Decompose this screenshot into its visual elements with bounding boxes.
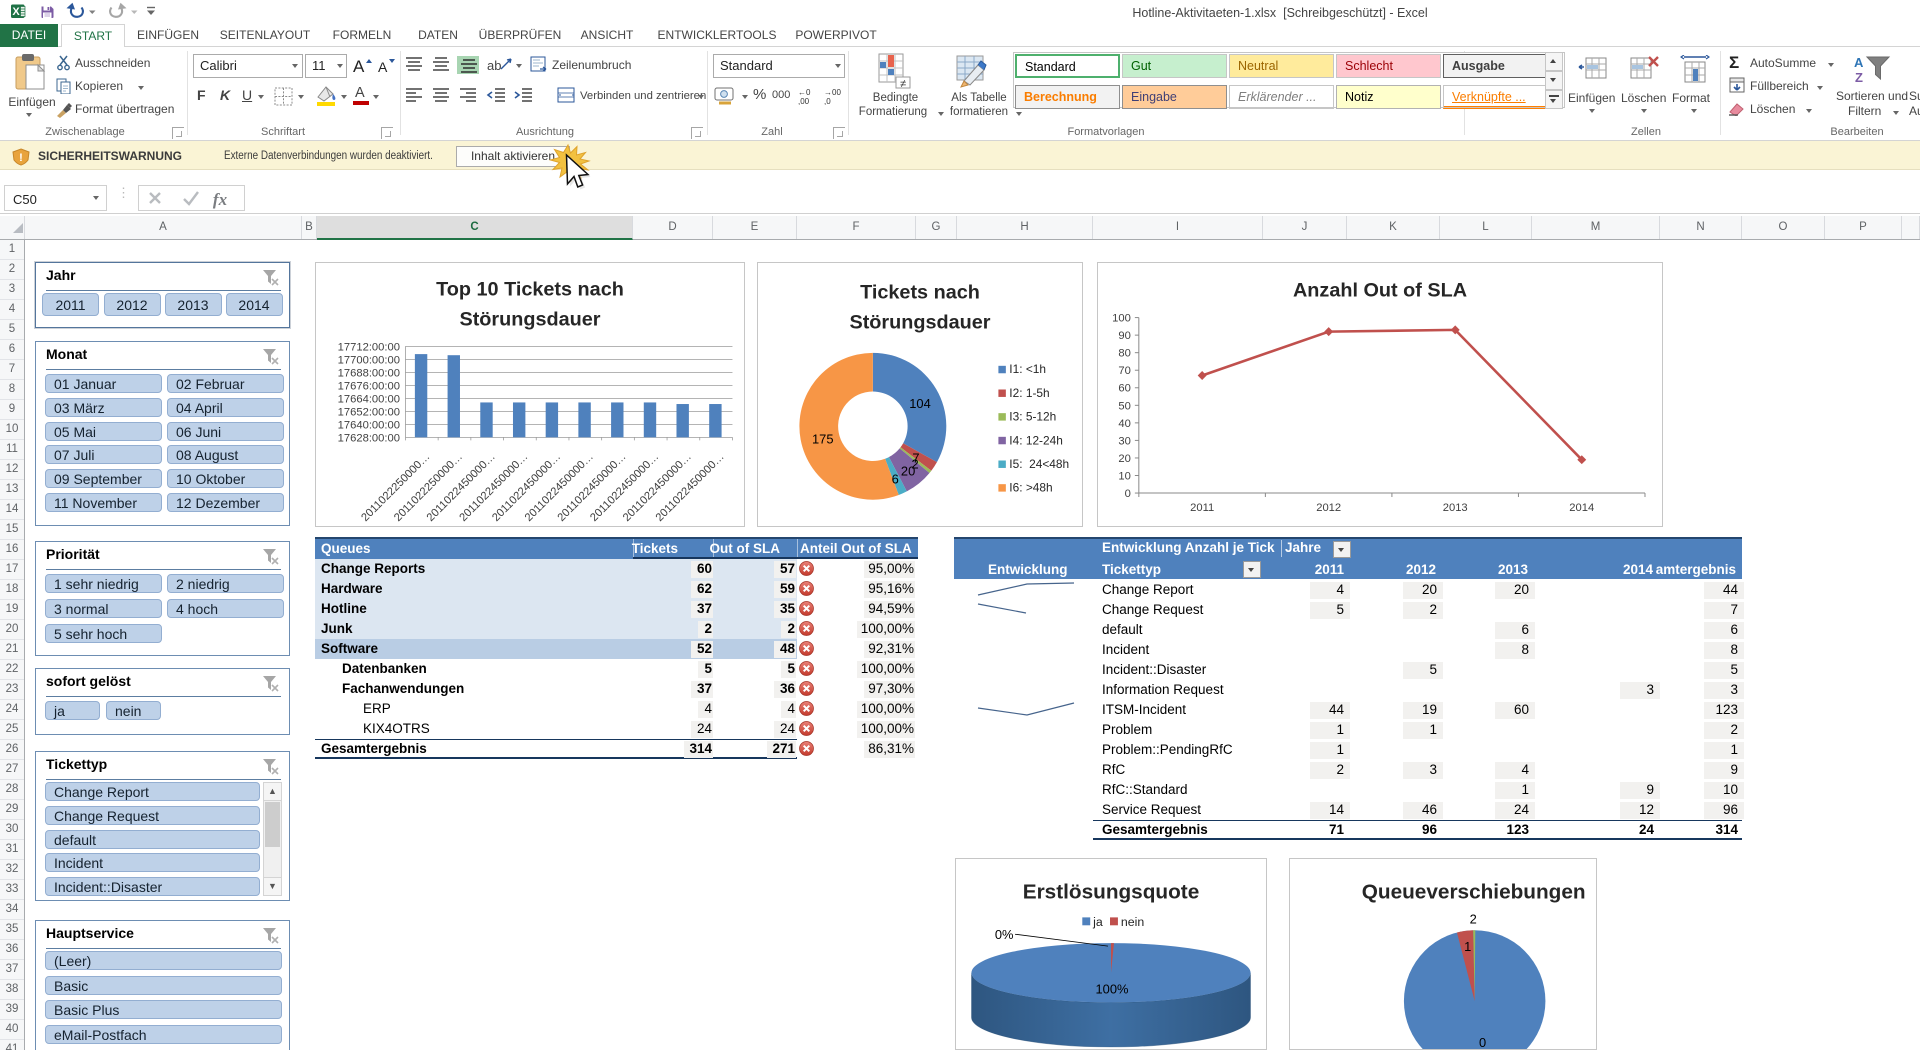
svg-text:Störungsdauer: Störungsdauer bbox=[849, 312, 990, 334]
svg-text:1: 1 bbox=[1464, 939, 1471, 954]
svg-text:0%: 0% bbox=[995, 927, 1014, 942]
svg-text:ab: ab bbox=[487, 58, 501, 73]
svg-text:Erstlösungsquote: Erstlösungsquote bbox=[1023, 881, 1200, 904]
svg-text:,00: ,00 bbox=[798, 97, 810, 106]
svg-text:I4: 12-24h: I4: 12-24h bbox=[1009, 433, 1063, 447]
svg-text:80: 80 bbox=[1118, 348, 1130, 360]
svg-text:2011: 2011 bbox=[1190, 502, 1214, 514]
svg-text:Z: Z bbox=[1855, 70, 1863, 85]
svg-text:I6: >48h: I6: >48h bbox=[1009, 481, 1052, 495]
svg-text:Top 10 Tickets nach: Top 10 Tickets nach bbox=[436, 279, 624, 301]
svg-text:60: 60 bbox=[1118, 383, 1130, 395]
svg-text:→00: →00 bbox=[824, 88, 841, 97]
svg-text:≠: ≠ bbox=[900, 78, 906, 89]
svg-text:2012: 2012 bbox=[1316, 502, 1341, 514]
svg-text:40: 40 bbox=[1118, 418, 1130, 430]
svg-text:I1: <1h: I1: <1h bbox=[1009, 362, 1046, 376]
svg-text:20: 20 bbox=[1118, 453, 1130, 465]
svg-text:17640:00:00: 17640:00:00 bbox=[338, 419, 400, 431]
svg-text:17664:00:00: 17664:00:00 bbox=[338, 393, 400, 405]
svg-text:20: 20 bbox=[901, 463, 915, 478]
svg-text:fx: fx bbox=[213, 190, 228, 209]
svg-text:I2: 1-5h: I2: 1-5h bbox=[1009, 386, 1049, 400]
svg-text:17652:00:00: 17652:00:00 bbox=[338, 406, 400, 418]
svg-text:A: A bbox=[353, 57, 365, 76]
svg-text:100%: 100% bbox=[1096, 982, 1129, 997]
svg-text:!: ! bbox=[19, 152, 23, 164]
svg-text:70: 70 bbox=[1118, 365, 1130, 377]
svg-text:50: 50 bbox=[1118, 400, 1130, 412]
svg-text:Tickets nach: Tickets nach bbox=[860, 282, 980, 304]
svg-text:104: 104 bbox=[909, 396, 931, 411]
svg-text:17688:00:00: 17688:00:00 bbox=[338, 367, 400, 379]
svg-text:2013: 2013 bbox=[1443, 502, 1468, 514]
svg-text:30: 30 bbox=[1118, 435, 1130, 447]
svg-text:10: 10 bbox=[1118, 470, 1130, 482]
svg-text:Störungsdauer: Störungsdauer bbox=[459, 309, 600, 331]
svg-text:X: X bbox=[12, 6, 20, 18]
svg-text:,0: ,0 bbox=[824, 97, 831, 106]
svg-text:2: 2 bbox=[1470, 911, 1477, 926]
svg-text:6: 6 bbox=[892, 471, 899, 486]
svg-text:17700:00:00: 17700:00:00 bbox=[338, 354, 400, 366]
svg-text:ja: ja bbox=[1092, 915, 1103, 929]
svg-text:7: 7 bbox=[912, 450, 919, 465]
svg-text:2: 2 bbox=[911, 456, 918, 471]
svg-text:I3: 5-12h: I3: 5-12h bbox=[1009, 410, 1056, 424]
svg-text:A: A bbox=[378, 59, 388, 75]
svg-text:0: 0 bbox=[1479, 1035, 1486, 1050]
svg-text:A: A bbox=[1854, 55, 1864, 70]
svg-text:175: 175 bbox=[812, 432, 834, 447]
svg-text:17676:00:00: 17676:00:00 bbox=[338, 380, 400, 392]
svg-text:Anzahl Out of SLA: Anzahl Out of SLA bbox=[1293, 280, 1467, 302]
svg-text:←0: ←0 bbox=[798, 88, 811, 97]
svg-text:Queueverschiebungen: Queueverschiebungen bbox=[1362, 881, 1586, 904]
svg-text:100: 100 bbox=[1112, 313, 1131, 325]
svg-text:90: 90 bbox=[1118, 330, 1130, 342]
svg-text:17628:00:00: 17628:00:00 bbox=[338, 432, 400, 444]
svg-text:nein: nein bbox=[1121, 915, 1144, 929]
svg-text:2014: 2014 bbox=[1569, 502, 1594, 514]
svg-text:0: 0 bbox=[1125, 488, 1131, 500]
svg-text:17712:00:00: 17712:00:00 bbox=[338, 341, 400, 353]
svg-text:I5: 24<48h: I5: 24<48h bbox=[1009, 457, 1069, 471]
